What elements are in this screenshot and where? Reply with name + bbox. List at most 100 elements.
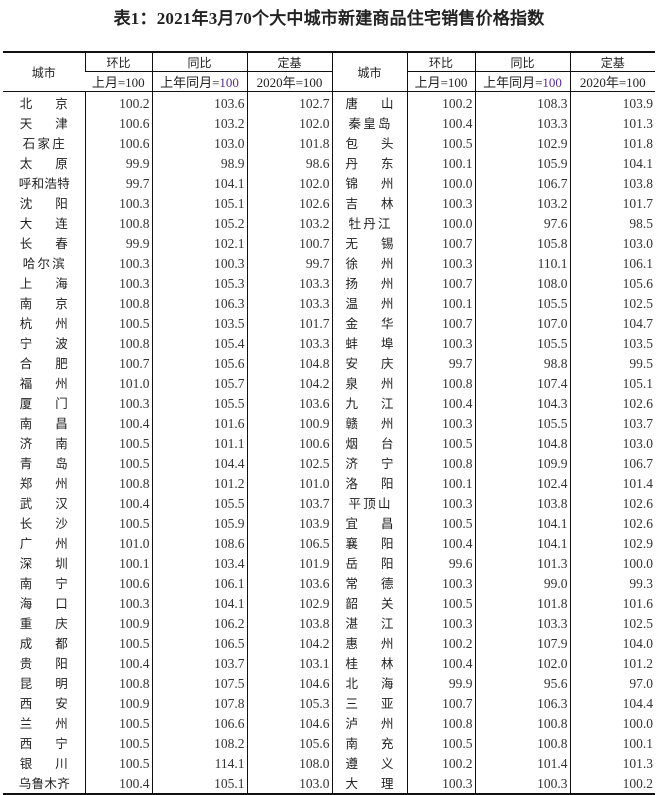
right-city-cell: 惠州: [331, 633, 407, 653]
table-row: 重庆 100.9 106.2 103.8 湛江 100.3 103.3 102.5: [3, 613, 655, 633]
right-mom-cell: 100.2: [406, 633, 475, 653]
right-base-cell: 100.0: [569, 713, 655, 733]
left-mom-cell: 100.5: [84, 713, 152, 733]
right-yoy-cell: 104.1: [474, 513, 570, 533]
left-mom-cell: 101.0: [84, 533, 152, 553]
city-name: 无锡: [345, 236, 394, 251]
right-city-cell: 秦皇岛: [331, 113, 407, 133]
city-name: 扬州: [345, 276, 394, 291]
right-mom-cell: 99.7: [406, 353, 475, 373]
table-row: 青岛 100.5 104.4 102.5 济宁 100.8 109.9 106.7: [3, 453, 655, 473]
left-yoy-cell: 105.6: [151, 353, 247, 373]
right-city-cell: 扬州: [331, 273, 407, 293]
right-mom-cell: 100.1: [406, 153, 475, 173]
left-base-cell: 103.3: [246, 273, 332, 293]
yoy-sub-num: 100: [542, 75, 562, 90]
left-city-cell: 西安: [3, 693, 85, 713]
right-mom-cell: 100.8: [406, 713, 475, 733]
header-yoy-sub-right: 上年同月=100: [474, 71, 570, 92]
right-base-cell: 102.6: [569, 393, 655, 413]
right-mom-cell: 100.4: [406, 393, 475, 413]
left-yoy-cell: 103.0: [151, 133, 247, 153]
left-city-cell: 沈阳: [3, 193, 85, 213]
city-name: 南充: [345, 736, 394, 751]
left-mom-cell: 100.5: [84, 433, 152, 453]
right-mom-cell: 100.8: [406, 373, 475, 393]
right-base-cell: 106.1: [569, 253, 655, 273]
city-name: 湛江: [345, 616, 394, 631]
table-row: 南昌 100.4 101.6 100.9 赣州 100.3 105.5 103.7: [3, 413, 655, 433]
table-row: 长春 99.9 102.1 100.7 无锡 100.7 105.8 103.0: [3, 233, 655, 253]
city-name: 牡丹江: [348, 216, 391, 231]
city-name: 丹东: [345, 156, 394, 171]
right-yoy-cell: 104.8: [474, 433, 570, 453]
left-mom-cell: 100.4: [84, 493, 152, 513]
header-yoy-left: 同比: [151, 51, 247, 72]
left-yoy-cell: 108.6: [151, 533, 247, 553]
table-row: 贵阳 100.4 103.7 103.1 桂林 100.4 102.0 101.2: [3, 653, 655, 673]
right-base-cell: 104.4: [569, 693, 655, 713]
header-mom-left: 环比: [84, 51, 152, 72]
city-name: 三亚: [345, 696, 394, 711]
right-yoy-cell: 109.9: [474, 453, 570, 473]
left-mom-cell: 100.1: [84, 553, 152, 573]
city-name: 深圳: [19, 556, 68, 571]
left-mom-cell: 100.4: [84, 773, 152, 795]
right-yoy-cell: 99.0: [474, 573, 570, 593]
right-yoy-cell: 105.5: [474, 413, 570, 433]
table-row: 成都 100.5 106.5 104.2 惠州 100.2 107.9 104.0: [3, 633, 655, 653]
right-yoy-cell: 101.8: [474, 593, 570, 613]
right-base-cell: 102.5: [569, 613, 655, 633]
city-name: 郑州: [19, 476, 68, 491]
left-yoy-cell: 105.2: [151, 213, 247, 233]
right-mom-cell: 100.2: [406, 753, 475, 773]
left-yoy-cell: 101.1: [151, 433, 247, 453]
left-yoy-cell: 106.6: [151, 713, 247, 733]
city-name: 常德: [345, 576, 394, 591]
city-name: 遵义: [345, 756, 394, 771]
right-yoy-cell: 100.8: [474, 713, 570, 733]
city-name: 昆明: [19, 676, 68, 691]
table-body: 北京 100.2 103.6 102.7 唐山 100.2 108.3 103.9 天津 100.…: [3, 91, 655, 795]
right-city-cell: 包头: [331, 133, 407, 153]
right-mom-cell: 100.0: [406, 213, 475, 233]
left-base-cell: 103.9: [246, 513, 332, 533]
right-base-cell: 103.9: [569, 91, 655, 113]
right-mom-cell: 100.7: [406, 233, 475, 253]
left-city-cell: 杭州: [3, 313, 85, 333]
left-base-cell: 103.1: [246, 653, 332, 673]
left-base-cell: 100.6: [246, 433, 332, 453]
left-yoy-cell: 106.2: [151, 613, 247, 633]
right-mom-cell: 100.3: [406, 253, 475, 273]
header-city-left: 城市: [3, 51, 85, 92]
left-base-cell: 101.8: [246, 133, 332, 153]
right-yoy-cell: 103.2: [474, 193, 570, 213]
left-yoy-cell: 105.7: [151, 373, 247, 393]
left-yoy-cell: 103.5: [151, 313, 247, 333]
left-mom-cell: 100.5: [84, 633, 152, 653]
left-yoy-cell: 98.9: [151, 153, 247, 173]
table-row: 武汉 100.4 105.5 103.7 平顶山 100.3 103.8 102.6: [3, 493, 655, 513]
left-base-cell: 98.6: [246, 153, 332, 173]
right-yoy-cell: 98.8: [474, 353, 570, 373]
left-mom-cell: 100.8: [84, 333, 152, 353]
right-base-cell: 100.1: [569, 733, 655, 753]
right-mom-cell: 99.9: [406, 673, 475, 693]
right-city-cell: 吉林: [331, 193, 407, 213]
left-city-cell: 武汉: [3, 493, 85, 513]
table-title: 表1：2021年3月70个大中城市新建商品住宅销售价格指数: [113, 9, 545, 28]
right-city-cell: 金华: [331, 313, 407, 333]
right-mom-cell: 100.5: [406, 513, 475, 533]
left-yoy-cell: 114.1: [151, 753, 247, 773]
left-base-cell: 103.3: [246, 333, 332, 353]
city-name: 包头: [345, 136, 394, 151]
right-yoy-cell: 101.4: [474, 753, 570, 773]
left-yoy-cell: 105.4: [151, 333, 247, 353]
city-name: 泉州: [345, 376, 394, 391]
table-row: 石家庄 100.6 103.0 101.8 包头 100.5 102.9 101.8: [3, 133, 655, 153]
left-base-cell: 102.9: [246, 593, 332, 613]
city-name: 石家庄: [22, 136, 65, 151]
left-city-cell: 济南: [3, 433, 85, 453]
left-yoy-cell: 106.5: [151, 633, 247, 653]
city-name: 蚌埠: [345, 336, 394, 351]
